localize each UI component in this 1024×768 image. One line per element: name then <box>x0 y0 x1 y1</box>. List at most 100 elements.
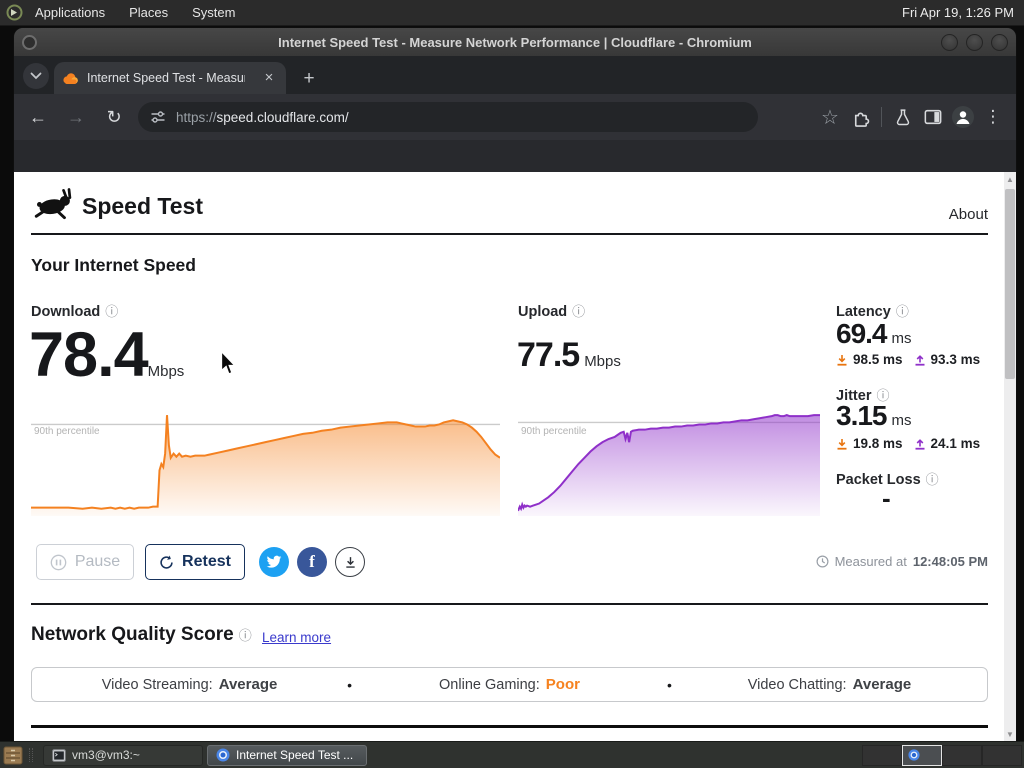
tab-strip: Internet Speed Test - Measur × + <box>14 56 1016 94</box>
info-icon[interactable]: ⓘ <box>925 472 939 487</box>
flask-icon <box>896 108 910 125</box>
bottom-taskbar: vm3@vm3:~ Internet Speed Test ... <box>0 741 1024 768</box>
upload-label: Upload ⓘ <box>518 304 586 320</box>
new-tab-button[interactable]: + <box>303 68 315 89</box>
packet-loss-label: Packet Loss ⓘ <box>836 472 939 488</box>
latency-label: Latency ⓘ <box>836 304 909 320</box>
info-icon[interactable]: ⓘ <box>895 304 909 319</box>
scroll-down-arrow[interactable]: ▼ <box>1006 729 1014 739</box>
menu-system[interactable]: System <box>192 5 236 20</box>
workspace-3[interactable] <box>942 744 982 766</box>
download-value: 78.4 Mbps <box>29 320 185 390</box>
info-icon[interactable]: ⓘ <box>572 304 586 319</box>
taskbar-grip <box>29 748 33 762</box>
site-settings-icon[interactable] <box>150 110 166 124</box>
scrollbar-thumb[interactable] <box>1005 189 1015 379</box>
bullet-separator: • <box>347 676 352 693</box>
workspace-2-active[interactable] <box>902 744 942 766</box>
bullet-separator: • <box>667 676 672 693</box>
upload-value: 77.5 Mbps <box>517 336 621 374</box>
download-arrow-icon <box>837 438 847 450</box>
pause-button[interactable]: Pause <box>36 544 134 580</box>
url-text[interactable]: https://speed.cloudflare.com/ <box>176 110 349 125</box>
workspace-4[interactable] <box>982 744 1022 766</box>
task-browser[interactable]: Internet Speed Test ... <box>207 744 367 766</box>
nqs-online-gaming: Online Gaming: Poor <box>439 676 580 693</box>
latency-value: 69.4 ms <box>836 318 912 349</box>
jitter-value: 3.15 ms <box>836 400 912 431</box>
latency-updown: 98.5 ms 93.3 ms <box>836 352 980 367</box>
about-link[interactable]: About <box>948 206 988 223</box>
file-cabinet-icon[interactable] <box>3 746 23 765</box>
bottom-divider <box>31 725 988 728</box>
forward-button[interactable]: → <box>67 106 85 127</box>
jitter-updown: 19.8 ms 24.1 ms <box>836 436 980 451</box>
menu-applications[interactable]: Applications <box>35 5 106 20</box>
bookmarks-bar <box>14 140 1016 172</box>
page-scrollbar[interactable]: ▲ ▼ <box>1004 172 1016 741</box>
measured-at: Measured at 12:48:05 PM <box>816 554 988 569</box>
nqs-title: Network Quality Score ⓘ <box>31 624 252 645</box>
tab-close-icon[interactable]: × <box>264 69 274 86</box>
info-icon[interactable]: ⓘ <box>238 628 252 643</box>
upload-arrow-icon <box>915 438 925 450</box>
learn-more-link[interactable]: Learn more <box>262 630 332 645</box>
browser-toolbar: ← → ↻ https://speed.cloudflare.com/ ☆ <box>14 94 1016 140</box>
address-bar[interactable]: https://speed.cloudflare.com/ <box>138 102 758 132</box>
experiments-flask-icon[interactable] <box>888 102 918 132</box>
tab-search-button[interactable] <box>23 63 49 89</box>
chevron-down-icon <box>30 72 42 80</box>
menu-places[interactable]: Places <box>129 5 169 20</box>
task-terminal[interactable]: vm3@vm3:~ <box>43 744 203 766</box>
window-emblem-icon <box>22 34 37 50</box>
profile-avatar[interactable] <box>948 102 978 132</box>
facebook-f-icon: f <box>309 552 315 571</box>
pause-icon <box>50 554 67 570</box>
browser-menu-icon[interactable]: ⋮ <box>984 107 1002 126</box>
info-icon[interactable]: ⓘ <box>105 304 119 319</box>
distro-logo-icon[interactable] <box>6 4 23 21</box>
chromium-mini-icon <box>908 749 920 761</box>
scroll-up-arrow[interactable]: ▲ <box>1006 174 1014 184</box>
clock-icon <box>816 555 829 568</box>
panel-clock[interactable]: Fri Apr 19, 1:26 PM <box>902 5 1014 20</box>
speedtest-rabbit-logo-icon <box>34 188 72 220</box>
section-title: Your Internet Speed <box>31 255 196 275</box>
info-icon[interactable]: ⓘ <box>876 388 890 403</box>
cloudflare-favicon <box>63 72 78 84</box>
window-titlebar[interactable]: Internet Speed Test - Measure Network Pe… <box>14 28 1016 56</box>
nqs-video-streaming: Video Streaming: Average <box>101 676 278 693</box>
retest-button[interactable]: Retest <box>145 544 245 580</box>
page-content: Speed Test About Your Internet Speed Dow… <box>14 172 1004 741</box>
window-minimize-button[interactable] <box>941 33 958 51</box>
share-facebook-button[interactable]: f <box>297 547 327 577</box>
tab-title: Internet Speed Test - Measur <box>87 71 245 85</box>
browser-tab[interactable]: Internet Speed Test - Measur × <box>54 62 286 94</box>
download-results-button[interactable] <box>335 547 365 577</box>
avatar-icon <box>952 106 974 128</box>
window-close-button[interactable] <box>991 33 1008 51</box>
percentile-label: 90th percentile <box>34 426 100 437</box>
top-menubar: Applications Places System Fri Apr 19, 1… <box>0 0 1024 26</box>
share-twitter-button[interactable] <box>259 547 289 577</box>
download-label: Download ⓘ <box>31 304 119 320</box>
workspace-1[interactable] <box>862 744 902 766</box>
page-title: Speed Test <box>82 193 203 219</box>
terminal-icon <box>52 748 66 762</box>
side-panel-glyph <box>924 109 942 125</box>
nqs-summary-box: Video Streaming: Average • Online Gaming:… <box>31 667 988 702</box>
bookmark-star-icon[interactable]: ☆ <box>821 106 839 129</box>
reload-button[interactable]: ↻ <box>106 106 122 127</box>
back-button[interactable]: ← <box>29 106 47 127</box>
chromium-icon <box>216 748 230 762</box>
jitter-label: Jitter ⓘ <box>836 388 890 404</box>
workspace-pager[interactable] <box>862 744 1022 766</box>
toolbar-separator <box>881 107 882 127</box>
window-maximize-button[interactable] <box>966 33 983 51</box>
download-arrow-icon <box>837 354 847 366</box>
browser-window: Internet Speed Test - Measure Network Pe… <box>14 28 1016 741</box>
download-chart: 90th percentile <box>31 412 500 516</box>
window-title: Internet Speed Test - Measure Network Pe… <box>278 34 752 50</box>
side-panel-icon[interactable] <box>918 102 948 132</box>
extensions-icon[interactable] <box>845 102 875 132</box>
